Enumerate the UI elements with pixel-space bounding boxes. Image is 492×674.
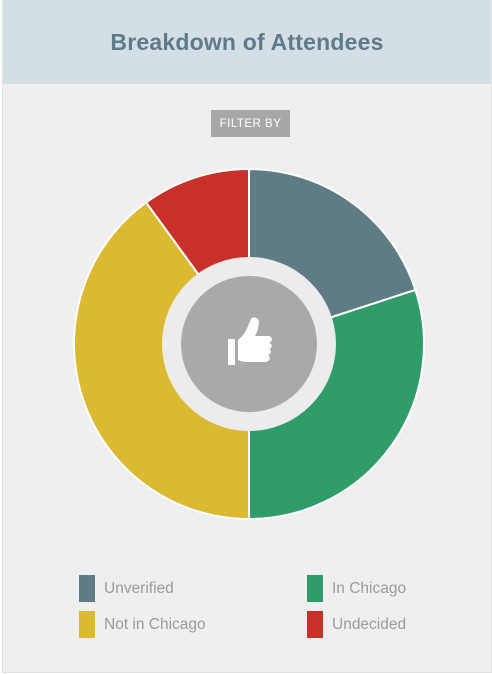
legend-swatch: [79, 611, 95, 638]
legend-label: In Chicago: [332, 579, 407, 597]
legend-swatch: [307, 611, 323, 638]
legend-item-undecided: Undecided: [307, 611, 406, 638]
legend-item-in-chicago: In Chicago: [307, 575, 406, 602]
card-title: Breakdown of Attendees: [110, 28, 384, 55]
legend-swatch: [79, 575, 95, 602]
legend-swatch: [307, 575, 323, 602]
legend-item-unverified: Unverified: [79, 575, 174, 602]
legend-item-not-in-chicago: Not in Chicago: [79, 611, 206, 638]
chart-legend: Unverified In Chicago Not in Chicago Und…: [3, 570, 491, 650]
legend-label: Not in Chicago: [104, 615, 206, 633]
card-header: Breakdown of Attendees: [3, 0, 491, 84]
thumbs-up-icon: [228, 317, 272, 365]
filter-by-button[interactable]: FILTER BY: [211, 110, 290, 137]
legend-label: Undecided: [332, 615, 407, 633]
slice-not-in-chicago[interactable]: [73, 201, 250, 521]
legend-label: Unverified: [104, 579, 174, 597]
donut-chart: [73, 167, 425, 521]
